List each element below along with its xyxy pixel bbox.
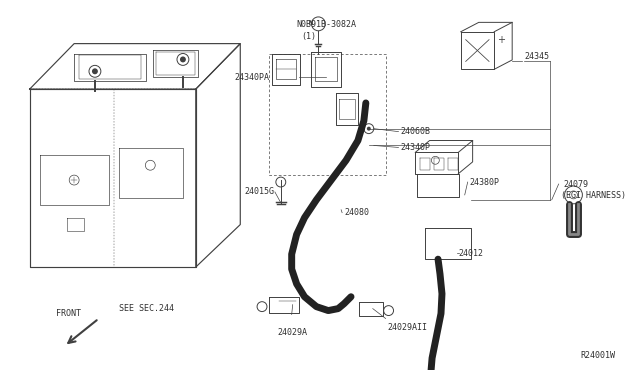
Text: +: + bbox=[497, 35, 505, 45]
Text: 24380P: 24380P bbox=[470, 177, 500, 186]
Text: (EGI HARNESS): (EGI HARNESS) bbox=[561, 191, 626, 201]
Text: (1): (1) bbox=[301, 32, 317, 41]
Text: R24001W: R24001W bbox=[580, 351, 615, 360]
Text: 24345: 24345 bbox=[524, 52, 549, 61]
Text: 24060B: 24060B bbox=[401, 127, 431, 136]
Text: 24012: 24012 bbox=[459, 249, 484, 258]
Circle shape bbox=[92, 68, 98, 74]
Circle shape bbox=[367, 127, 371, 131]
Circle shape bbox=[180, 57, 186, 62]
Text: N0B91B-3082A: N0B91B-3082A bbox=[296, 20, 356, 29]
Text: N: N bbox=[308, 20, 312, 26]
Text: 24029A: 24029A bbox=[278, 328, 308, 337]
Text: 24029AII: 24029AII bbox=[388, 323, 428, 333]
Text: 24015G: 24015G bbox=[245, 187, 275, 196]
Text: 24080: 24080 bbox=[344, 208, 369, 217]
Text: FRONT: FRONT bbox=[56, 309, 81, 318]
Text: 24079: 24079 bbox=[564, 180, 589, 189]
Text: 24340P: 24340P bbox=[401, 143, 431, 152]
Text: 24340PA: 24340PA bbox=[234, 73, 269, 82]
Text: SEE SEC.244: SEE SEC.244 bbox=[119, 304, 174, 313]
